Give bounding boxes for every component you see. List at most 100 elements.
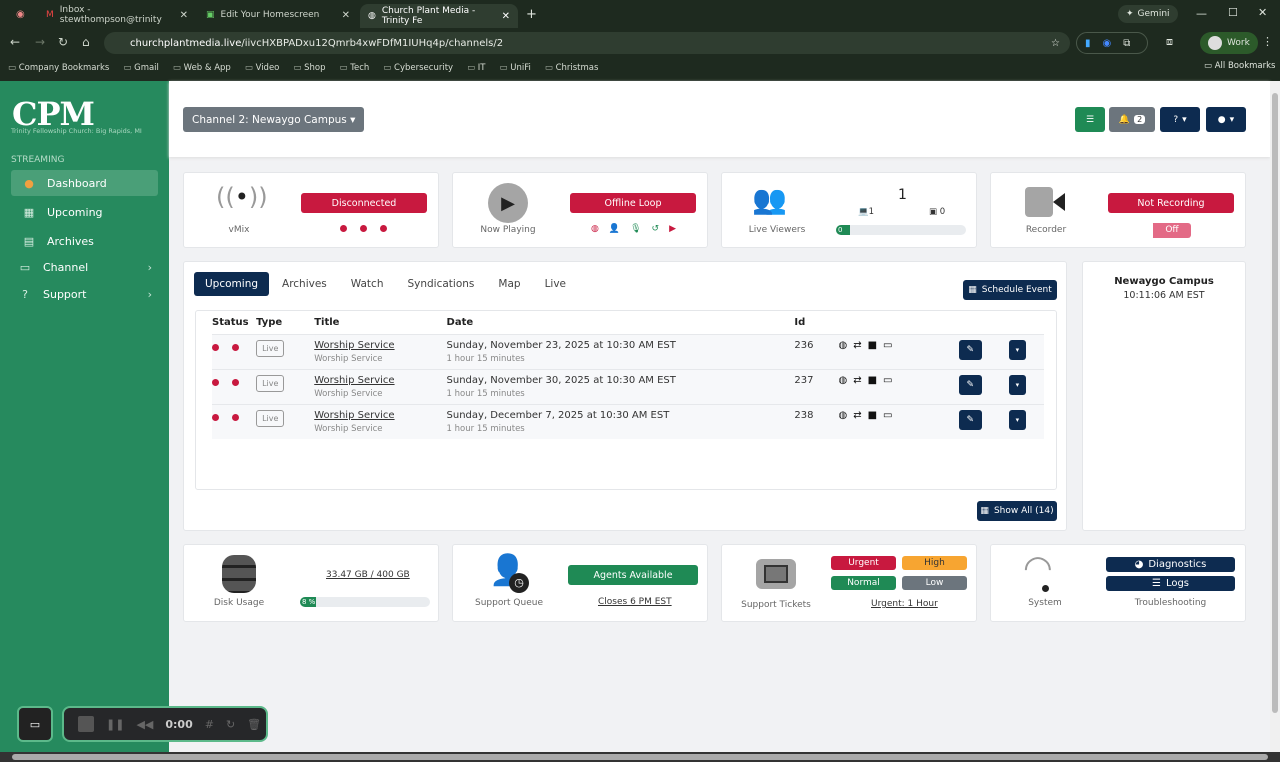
user-dropdown[interactable]: ● ▾ [1206, 107, 1246, 132]
disk-card: Disk Usage 33.47 GB / 400 GB 8 % [183, 544, 439, 622]
extensions[interactable]: ▮ ◉ ⧉ [1076, 32, 1148, 54]
help-dropdown[interactable]: ? ▾ [1160, 107, 1200, 132]
stop-button[interactable] [78, 716, 94, 732]
edit-event-button[interactable]: ✎ [958, 340, 982, 360]
tab-archives[interactable]: Archives [282, 278, 327, 290]
menu-icon[interactable]: ⋮ [1262, 35, 1273, 48]
forward-button[interactable]: → [35, 35, 46, 49]
reload-button[interactable]: ↻ [58, 35, 69, 49]
disk-usage-link[interactable]: 33.47 GB / 400 GB [326, 570, 410, 580]
disk-progress: 8 % [300, 597, 430, 607]
close-window-button[interactable]: ✕ [1258, 6, 1268, 19]
tab-live[interactable]: Live [544, 278, 567, 290]
profile-button[interactable]: Work [1200, 32, 1258, 54]
restart-icon[interactable]: ↻ [225, 717, 236, 731]
channel-dropdown[interactable]: Channel 2: Newaygo Campus ▾ [183, 107, 365, 132]
trash-icon[interactable]: 🗑 [247, 717, 262, 731]
bookmark[interactable]: UniFi [500, 63, 531, 73]
tab-upcoming[interactable]: Upcoming [194, 272, 270, 296]
event-id: 238 [794, 404, 839, 439]
tab-search-icon[interactable]: ⧈ [1166, 35, 1173, 48]
new-tab-button[interactable]: + [526, 7, 537, 22]
bookmark[interactable]: Company Bookmarks [8, 63, 110, 73]
monitor-icon: ▭ [19, 260, 31, 274]
horizontal-scrollbar[interactable] [0, 752, 1280, 762]
bookmark[interactable]: Shop [293, 63, 325, 73]
event-actions-dropdown[interactable]: ▾ [1008, 340, 1026, 360]
tab-map[interactable]: Map [498, 278, 521, 290]
bookmark[interactable]: Web & App [173, 63, 231, 73]
agents-status-badge: Agents Available [568, 565, 698, 585]
bookmark[interactable]: Gmail [123, 63, 159, 73]
event-title-link[interactable]: Worship Service [314, 410, 395, 421]
extension-icon[interactable]: ◉ [1102, 37, 1112, 49]
bookmark[interactable]: IT [467, 63, 486, 73]
star-icon[interactable]: ☆ [1051, 37, 1060, 49]
hours-link[interactable]: Closes 6 PM EST [598, 597, 672, 607]
bookmark[interactable]: Cybersecurity [383, 63, 453, 73]
menu-toggle-button[interactable]: ☰ [1075, 107, 1105, 132]
show-all-button[interactable]: ▦ Show All (14) [977, 501, 1057, 521]
sidebar-item-dashboard[interactable]: ● Dashboard [11, 170, 158, 196]
gmail-icon: M [46, 10, 54, 20]
schedule-event-button[interactable]: ▦ Schedule Event [963, 280, 1057, 300]
bookmark[interactable]: Video [245, 63, 280, 73]
type-badge: Live [256, 375, 285, 392]
urgent-sla-link[interactable]: Urgent: 1 Hour [871, 599, 938, 609]
back-button[interactable]: ← [10, 35, 21, 49]
tab-watch[interactable]: Watch [350, 278, 384, 290]
close-tab-icon[interactable]: ✕ [179, 9, 188, 21]
sidebar-item-support[interactable]: ? Support › [11, 281, 158, 307]
support-tickets-card: Support Tickets Urgent High Normal Low U… [721, 544, 977, 622]
gemini-button[interactable]: ✦ Gemini [1118, 5, 1178, 23]
mute-icon[interactable]: ◀◀ [136, 717, 154, 731]
notifications-button[interactable]: 🔔 2 [1109, 107, 1155, 132]
event-tabs: Upcoming Archives Watch Syndications Map… [194, 272, 577, 296]
priority-urgent: Urgent [831, 556, 896, 570]
bars-icon: ☰ [1085, 114, 1095, 125]
all-bookmarks[interactable]: ▭ All Bookmarks [1204, 61, 1276, 71]
logo[interactable]: CPM [12, 95, 95, 133]
event-title-link[interactable]: Worship Service [314, 375, 395, 386]
bookmarks-bar: Company Bookmarks Gmail Web & App Video … [8, 60, 599, 76]
minimize-button[interactable]: — [1196, 7, 1207, 20]
sidebar-item-channel[interactable]: ▭ Channel › [11, 254, 158, 280]
tab-inbox[interactable]: M Inbox - stewthompson@trinity ✕ [46, 5, 188, 25]
maximize-button[interactable]: ☐ [1228, 6, 1238, 19]
event-actions-dropdown[interactable]: ▾ [1008, 410, 1026, 430]
bookmark[interactable]: Tech [340, 63, 369, 73]
close-tab-icon[interactable]: ✕ [501, 10, 510, 22]
puzzle-icon[interactable]: ⧉ [1123, 37, 1131, 49]
sidebar-item-upcoming[interactable]: ▦ Upcoming [11, 199, 158, 225]
edit-event-button[interactable]: ✎ [958, 375, 982, 395]
close-tab-icon[interactable]: ✕ [341, 9, 350, 21]
camera-toggle-button[interactable]: ▭ [17, 706, 53, 742]
pause-icon[interactable]: ❚❚ [106, 717, 125, 731]
recorder-toggle[interactable]: Off [1150, 223, 1191, 238]
event-actions-dropdown[interactable]: ▾ [1008, 375, 1026, 395]
sidebar-item-archives[interactable]: ▤ Archives [11, 228, 158, 254]
grid-icon[interactable]: # [204, 717, 214, 731]
address-bar[interactable]: churchplantmedia.live/iivcHXBPADxu12Qmrb… [104, 32, 1070, 54]
edit-event-button[interactable]: ✎ [958, 410, 982, 430]
youtube-icon: ■ [867, 340, 884, 351]
tab-syndications[interactable]: Syndications [407, 278, 475, 290]
caret-down-icon: ▾ [1015, 416, 1020, 424]
vmix-card: ((•)) vMix Disconnected [183, 172, 439, 248]
system-label: System [1028, 598, 1062, 608]
tab-homescreen[interactable]: ▣ Edit Your Homescreen ✕ [206, 9, 350, 21]
play-icon[interactable]: ▶ [488, 183, 528, 223]
tab-cpm[interactable]: ◍ Church Plant Media - Trinity Fe ✕ [360, 4, 518, 28]
logs-button[interactable]: ☰ Logs [1106, 576, 1235, 591]
history-icon: ↺ [651, 224, 660, 234]
extension-icon[interactable]: ▮ [1085, 37, 1091, 49]
diagnostics-button[interactable]: ◕ Diagnostics [1106, 557, 1235, 572]
youtube-icon: ▶ [669, 224, 676, 234]
bookmark[interactable]: Christmas [545, 63, 599, 73]
vertical-scrollbar[interactable] [1270, 81, 1280, 752]
dashboard-icon: ● [24, 176, 34, 190]
event-title-link[interactable]: Worship Service [314, 340, 395, 351]
table-row: Live Worship Service Worship Service Sund… [212, 334, 1044, 370]
laptop-icon: ▭ [883, 410, 899, 421]
home-button[interactable]: ⌂ [82, 35, 90, 49]
